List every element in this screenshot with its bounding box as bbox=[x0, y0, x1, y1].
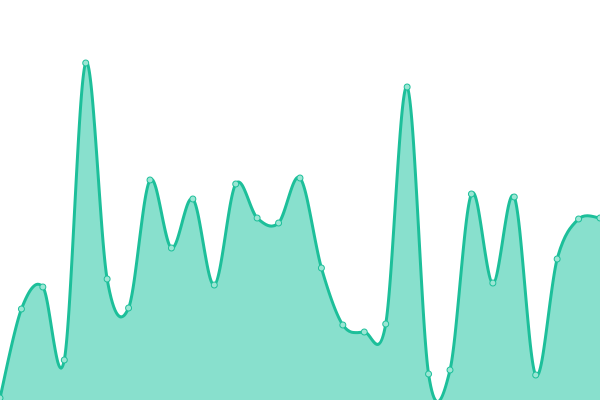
data-point[interactable] bbox=[232, 180, 240, 188]
data-point[interactable] bbox=[296, 174, 304, 182]
data-point[interactable] bbox=[425, 370, 433, 378]
data-point[interactable] bbox=[39, 283, 47, 291]
data-point[interactable] bbox=[339, 321, 347, 329]
series-line bbox=[0, 61, 600, 400]
data-point[interactable] bbox=[60, 356, 68, 364]
data-point[interactable] bbox=[467, 190, 475, 198]
data-point[interactable] bbox=[510, 193, 518, 201]
data-point[interactable] bbox=[489, 279, 497, 287]
data-point[interactable] bbox=[0, 394, 4, 400]
data-point[interactable] bbox=[125, 304, 133, 312]
data-point[interactable] bbox=[17, 305, 25, 313]
data-point[interactable] bbox=[210, 281, 218, 289]
data-point[interactable] bbox=[189, 195, 197, 203]
data-point[interactable] bbox=[146, 176, 154, 184]
data-point[interactable] bbox=[403, 83, 411, 91]
data-point[interactable] bbox=[253, 214, 261, 222]
data-point[interactable] bbox=[360, 328, 368, 336]
data-point[interactable] bbox=[82, 59, 90, 67]
data-point[interactable] bbox=[446, 366, 454, 374]
data-point[interactable] bbox=[103, 275, 111, 283]
data-point[interactable] bbox=[532, 371, 540, 379]
data-point[interactable] bbox=[596, 214, 600, 222]
data-point[interactable] bbox=[553, 255, 561, 263]
data-point[interactable] bbox=[275, 219, 283, 227]
data-point[interactable] bbox=[317, 264, 325, 272]
data-point[interactable] bbox=[167, 244, 175, 252]
data-point[interactable] bbox=[575, 215, 583, 223]
area-fill bbox=[0, 62, 600, 400]
data-point[interactable] bbox=[382, 320, 390, 328]
